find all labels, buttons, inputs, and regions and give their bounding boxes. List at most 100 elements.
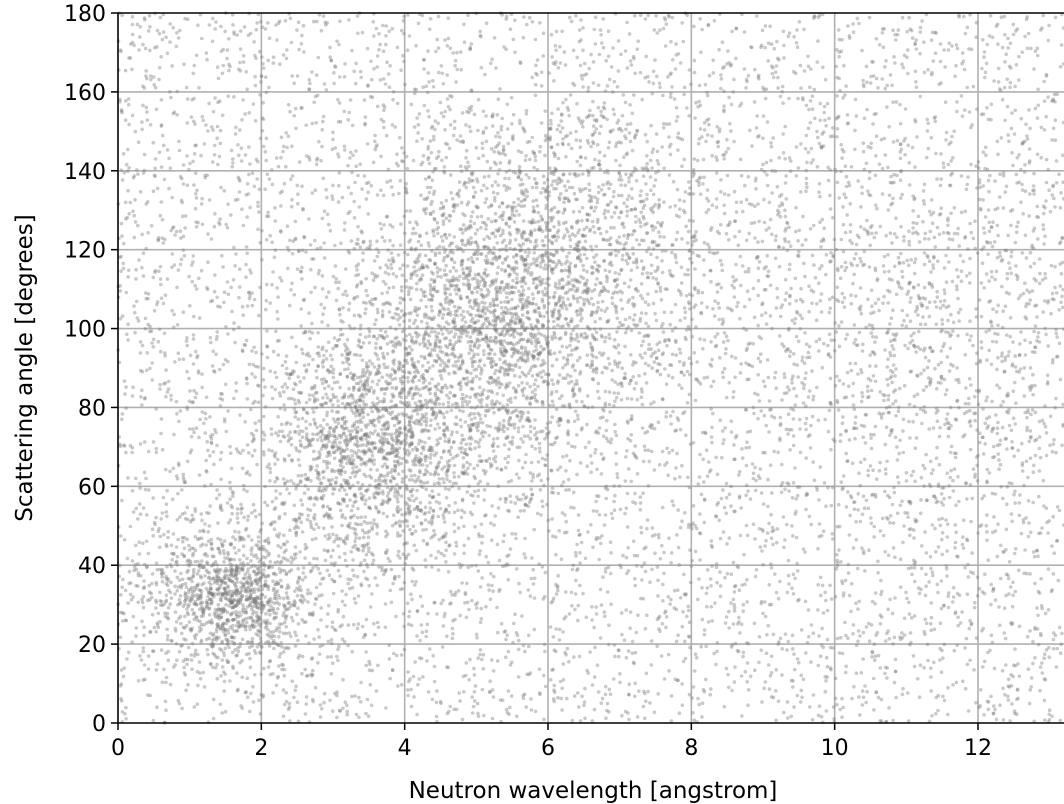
- scatter-point: [354, 164, 359, 168]
- scatter-point: [326, 384, 331, 389]
- scatter-point: [502, 533, 507, 538]
- scatter-point: [320, 381, 325, 386]
- scatter-point: [552, 294, 556, 299]
- scatter-point: [939, 381, 943, 385]
- scatter-point: [289, 40, 294, 45]
- scatter-point: [297, 160, 302, 164]
- scatter-point: [788, 448, 792, 452]
- scatter-point: [345, 564, 349, 568]
- scatter-point: [1060, 443, 1064, 448]
- scatter-point: [357, 715, 361, 720]
- scatter-point: [331, 591, 336, 596]
- scatter-point: [118, 635, 123, 640]
- scatter-point: [286, 601, 291, 605]
- scatter-point: [381, 193, 386, 198]
- scatter-point: [557, 373, 562, 377]
- scatter-point: [554, 552, 558, 557]
- scatter-point: [620, 257, 625, 262]
- scatter-point: [308, 81, 312, 86]
- scatter-point: [959, 279, 964, 284]
- scatter-point: [164, 593, 169, 598]
- scatter-point: [618, 163, 622, 168]
- scatter-point: [1037, 446, 1042, 451]
- scatter-point: [714, 562, 719, 566]
- scatter-point: [987, 229, 992, 233]
- scatter-point: [483, 413, 488, 418]
- scatter-point: [762, 88, 766, 92]
- scatter-point: [489, 203, 494, 207]
- scatter-point: [321, 14, 326, 18]
- scatter-point: [455, 67, 460, 72]
- scatter-point: [973, 219, 977, 223]
- scatter-point: [360, 482, 365, 487]
- scatter-point: [413, 529, 418, 533]
- scatter-point: [950, 171, 955, 176]
- scatter-point: [1042, 421, 1046, 426]
- scatter-point: [686, 268, 690, 272]
- scatter-point: [151, 718, 156, 723]
- scatter-point: [804, 103, 809, 108]
- scatter-point: [351, 504, 355, 508]
- scatter-point: [804, 238, 808, 242]
- scatter-point: [595, 200, 600, 205]
- scatter-point: [267, 659, 272, 664]
- scatter-point: [333, 481, 338, 486]
- scatter-point: [124, 705, 128, 710]
- scatter-point: [289, 177, 293, 182]
- scatter-point: [325, 212, 330, 217]
- scatter-point: [136, 679, 141, 683]
- scatter-point: [450, 430, 455, 434]
- scatter-point: [514, 281, 519, 285]
- scatter-point: [406, 13, 410, 17]
- scatter-point: [657, 230, 661, 234]
- scatter-point: [722, 211, 727, 216]
- scatter-point: [303, 575, 308, 579]
- scatter-point: [370, 379, 375, 384]
- scatter-point: [532, 382, 537, 387]
- scatter-point: [806, 608, 811, 612]
- scatter-point: [556, 491, 561, 496]
- scatter-point: [293, 545, 298, 549]
- scatter-point: [272, 615, 277, 620]
- scatter-point: [740, 264, 745, 268]
- scatter-point: [769, 602, 774, 607]
- scatter-point: [979, 314, 984, 319]
- scatter-point: [427, 297, 431, 302]
- scatter-point: [902, 239, 906, 243]
- scatter-point: [1026, 31, 1031, 36]
- scatter-point: [322, 526, 326, 530]
- scatter-point: [984, 153, 988, 157]
- scatter-point: [263, 484, 267, 489]
- scatter-point: [852, 272, 856, 277]
- scatter-point: [763, 384, 767, 389]
- scatter-point: [835, 48, 839, 52]
- scatter-point: [816, 39, 820, 43]
- scatter-point: [188, 353, 193, 358]
- scatter-point: [286, 134, 291, 138]
- scatter-point: [200, 372, 204, 376]
- scatter-point: [203, 522, 207, 526]
- scatter-point: [427, 175, 431, 180]
- scatter-point: [134, 299, 139, 304]
- scatter-point: [1027, 701, 1032, 706]
- scatter-point: [196, 652, 200, 657]
- scatter-point: [709, 280, 713, 284]
- scatter-point: [493, 363, 498, 367]
- scatter-point: [146, 231, 150, 235]
- scatter-point: [366, 714, 371, 718]
- scatter-point: [902, 616, 907, 621]
- scatter-point: [510, 660, 514, 665]
- scatter-point: [550, 111, 554, 116]
- scatter-point: [185, 369, 189, 374]
- scatter-point: [700, 617, 705, 622]
- scatter-point: [846, 490, 850, 494]
- scatter-point: [826, 485, 830, 490]
- scatter-point: [169, 580, 173, 585]
- scatter-point: [195, 583, 199, 588]
- scatter-point: [994, 413, 998, 417]
- scatter-point: [448, 107, 452, 112]
- scatter-point: [473, 684, 478, 688]
- scatter-point: [747, 231, 751, 236]
- scatter-point: [448, 704, 453, 709]
- scatter-point: [670, 328, 675, 333]
